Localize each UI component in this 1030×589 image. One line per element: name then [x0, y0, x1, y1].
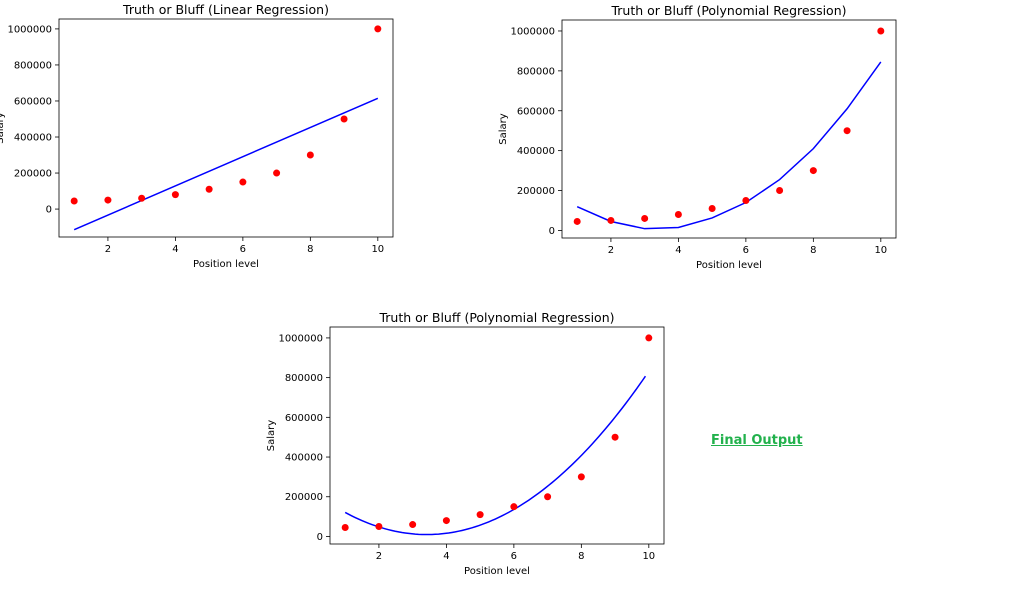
data-point [476, 511, 484, 519]
data-point [138, 194, 146, 202]
regression-line [576, 61, 882, 230]
data-point [708, 204, 716, 212]
plot-title: Truth or Bluff (Linear Regression) [122, 2, 329, 17]
data-point [340, 115, 348, 123]
y-tick-label: 400000 [517, 146, 555, 157]
data-point [674, 210, 682, 218]
x-axis-label: Position level [696, 260, 762, 271]
y-tick-label: 400000 [285, 453, 323, 464]
data-point [573, 217, 581, 225]
regression-line [73, 97, 379, 231]
x-tick-label: 10 [642, 551, 655, 562]
x-tick-label: 2 [608, 245, 614, 256]
data-point [171, 191, 179, 199]
x-axis-label: Position level [464, 566, 530, 577]
x-tick-label: 4 [675, 245, 681, 256]
data-point [306, 151, 314, 159]
data-point [611, 433, 619, 441]
y-tick-label: 1000000 [7, 24, 52, 35]
y-tick-label: 800000 [517, 66, 555, 77]
x-tick-label: 2 [376, 551, 382, 562]
data-point [409, 521, 417, 529]
plot-content [576, 61, 882, 230]
data-point [510, 503, 518, 511]
y-axis-label: Salary [498, 113, 509, 144]
data-point [645, 334, 653, 342]
x-tick-label: 10 [371, 244, 384, 255]
data-point [877, 27, 885, 35]
y-tick-label: 800000 [14, 60, 52, 71]
x-tick-label: 2 [105, 244, 111, 255]
y-tick-label: 200000 [285, 492, 323, 503]
data-point [641, 214, 649, 222]
linear-regression-plot: Truth or Bluff (Linear Regression) 2 4 6 8 10… [0, 2, 394, 270]
y-tick-label: 200000 [14, 169, 52, 180]
y-tick-label: 800000 [285, 373, 323, 384]
data-point [442, 517, 450, 525]
plot-frame [58, 18, 394, 238]
y-axis-label: Salary [266, 420, 277, 451]
x-tick-label: 8 [578, 551, 584, 562]
data-point [375, 523, 383, 531]
x-tick-label: 8 [810, 245, 816, 256]
data-point [341, 524, 349, 532]
y-tick-label: 1000000 [278, 333, 323, 344]
y-tick-label: 0 [549, 226, 555, 237]
x-tick-label: 8 [307, 244, 313, 255]
x-tick-label: 6 [743, 245, 749, 256]
data-point [607, 216, 615, 224]
data-point [742, 197, 750, 205]
x-tick-label: 6 [511, 551, 517, 562]
data-point [374, 25, 382, 33]
plot-content [344, 375, 647, 536]
final-output-label: Final Output [711, 433, 803, 448]
data-point [776, 187, 784, 195]
y-tick-label: 600000 [517, 106, 555, 117]
data-point [273, 169, 281, 177]
y-tick-label: 600000 [14, 96, 52, 107]
data-point [70, 197, 78, 205]
data-point [577, 473, 585, 481]
x-tick-label: 6 [240, 244, 246, 255]
data-point [544, 493, 552, 501]
polynomial-regression-plot-bottom: Truth or Bluff (Polynomial Regression) 2 4… [266, 310, 665, 577]
data-point [104, 196, 112, 204]
y-tick-label: 400000 [14, 133, 52, 144]
plot-frame [561, 19, 897, 239]
y-tick-label: 1000000 [510, 26, 555, 37]
data-point [239, 178, 247, 186]
x-tick-label: 4 [443, 551, 449, 562]
plot-title: Truth or Bluff (Polynomial Regression) [610, 3, 846, 18]
data-point [809, 167, 817, 175]
plot-frame [329, 326, 665, 545]
x-tick-label: 10 [874, 245, 887, 256]
y-tick-label: 600000 [285, 413, 323, 424]
polynomial-regression-plot-top: Truth or Bluff (Polynomial Regression) 2 4… [498, 3, 897, 271]
regression-line [344, 375, 647, 536]
y-tick-label: 0 [46, 205, 52, 216]
y-tick-label: 200000 [517, 186, 555, 197]
data-point [843, 127, 851, 135]
plot-title: Truth or Bluff (Polynomial Regression) [378, 310, 614, 325]
y-axis-label: Salary [0, 112, 6, 143]
plot-content [73, 97, 379, 231]
x-tick-label: 4 [172, 244, 178, 255]
y-tick-label: 0 [317, 532, 323, 543]
data-point [205, 185, 213, 193]
x-axis-label: Position level [193, 259, 259, 270]
